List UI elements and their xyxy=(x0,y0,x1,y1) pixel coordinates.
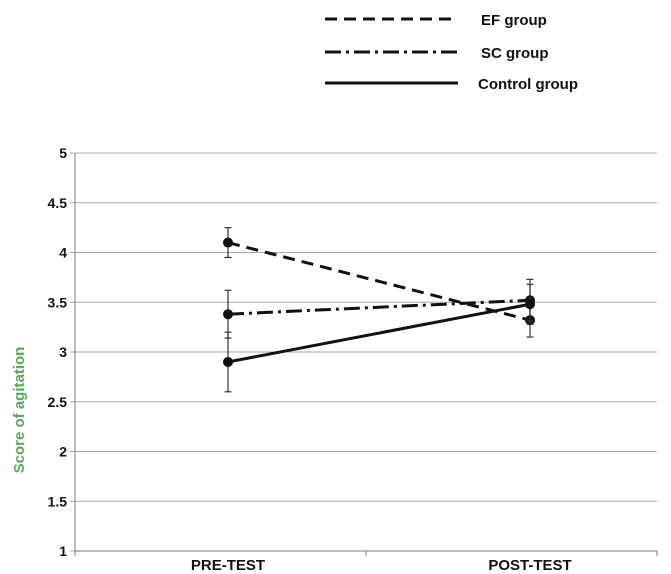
data-point xyxy=(223,356,233,367)
x-category-label: PRE-TEST xyxy=(191,557,265,574)
chart-legend: EF group SC group Control group xyxy=(325,12,578,93)
chart-series xyxy=(223,227,535,393)
y-axis-ticks: 1 1.5 2 2.5 3 3.5 4 4.5 5 xyxy=(48,145,68,559)
y-axis-label: Score of agitation xyxy=(11,347,28,474)
chart-axes xyxy=(74,153,658,556)
series-ef-group xyxy=(223,227,535,338)
x-category-label: POST-TEST xyxy=(488,557,571,574)
chart-gridlines xyxy=(70,152,657,552)
data-point xyxy=(223,237,233,248)
y-tick-label: 3.5 xyxy=(48,294,68,310)
series-line xyxy=(227,241,531,322)
series-line xyxy=(227,302,531,364)
y-tick-label: 1 xyxy=(59,543,67,559)
data-point xyxy=(223,309,233,320)
data-point xyxy=(525,299,535,310)
x-axis-categories: PRE-TEST POST-TEST xyxy=(191,557,572,574)
y-tick-label: 3 xyxy=(59,344,67,360)
legend-label: Control group xyxy=(478,76,578,93)
y-tick-label: 1.5 xyxy=(48,493,68,509)
legend-label: EF group xyxy=(481,12,547,29)
y-tick-label: 5 xyxy=(59,145,67,161)
series-line xyxy=(227,298,531,316)
series-control-group xyxy=(223,283,535,393)
y-tick-label: 4 xyxy=(59,245,67,261)
y-tick-label: 4.5 xyxy=(48,195,68,211)
legend-label: SC group xyxy=(481,45,549,62)
y-tick-label: 2 xyxy=(59,444,67,460)
y-tick-label: 2.5 xyxy=(48,394,68,410)
